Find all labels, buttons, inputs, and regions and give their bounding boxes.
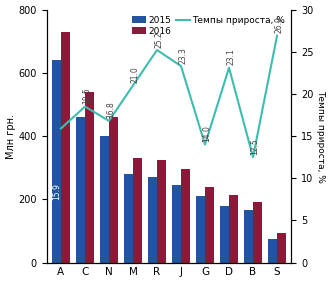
Text: 23.1: 23.1 — [226, 48, 235, 65]
Bar — [85, 92, 94, 263]
Bar — [205, 187, 214, 263]
Text: 14.0: 14.0 — [202, 125, 211, 142]
Bar — [268, 239, 277, 263]
Bar — [148, 177, 157, 263]
Legend: 2015, 2016, Темпы прироста, %: 2015, 2016, Темпы прироста, % — [130, 14, 287, 37]
Темпы прироста, % — [83, 105, 87, 108]
Bar — [220, 206, 229, 263]
Темпы прироста, % — [155, 48, 159, 52]
Text: 15.9: 15.9 — [52, 183, 61, 200]
Bar — [253, 203, 262, 263]
Темпы прироста, % — [203, 143, 207, 146]
Text: 26.9: 26.9 — [274, 16, 283, 33]
Темпы прироста, % — [275, 34, 279, 37]
Темпы прироста, % — [131, 84, 135, 87]
Темпы прироста, % — [251, 155, 255, 159]
Y-axis label: Темпы прироста, %: Темпы прироста, % — [316, 90, 325, 183]
Text: 16.8: 16.8 — [106, 102, 115, 118]
Text: 23.3: 23.3 — [178, 47, 187, 64]
Bar — [61, 32, 70, 263]
Темпы прироста, % — [227, 66, 231, 69]
Темпы прироста, % — [59, 127, 63, 130]
Bar — [244, 210, 253, 263]
Text: 25.2: 25.2 — [154, 31, 163, 48]
Bar — [109, 117, 118, 263]
Bar — [133, 158, 142, 263]
Text: 18.5: 18.5 — [82, 87, 91, 104]
Text: 21.0: 21.0 — [130, 66, 139, 83]
Bar — [172, 185, 181, 263]
Bar — [100, 136, 109, 263]
Line: Темпы прироста, %: Темпы прироста, % — [61, 36, 277, 157]
Bar — [52, 60, 61, 263]
Bar — [229, 195, 238, 263]
Темпы прироста, % — [107, 119, 111, 123]
Темпы прироста, % — [179, 64, 183, 68]
Bar — [124, 174, 133, 263]
Bar — [277, 233, 286, 263]
Bar — [76, 117, 85, 263]
Text: 12.5: 12.5 — [250, 138, 259, 155]
Bar — [181, 169, 190, 263]
Bar — [196, 196, 205, 263]
Y-axis label: Млн грн.: Млн грн. — [6, 113, 16, 158]
Bar — [157, 160, 166, 263]
